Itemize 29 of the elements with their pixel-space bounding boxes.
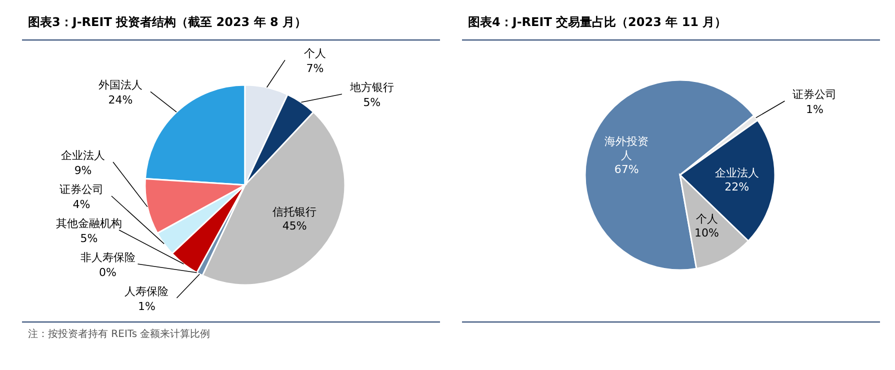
- data-label: 5%: [363, 96, 381, 110]
- category-label: 非人寿保险: [80, 251, 136, 264]
- slice-label: 其他金融机构: [56, 217, 122, 230]
- data-label: 10%: [694, 226, 719, 240]
- chart-title: 图表4：J-REIT 交易量占比（2023 年 11 月）: [468, 15, 727, 29]
- data-label: 4%: [72, 198, 90, 211]
- data-label: 9%: [74, 164, 92, 177]
- slice-label: 个人: [304, 47, 326, 60]
- data-label: 1%: [138, 300, 156, 313]
- text: 注：按投资者持有 REITs 金额来计算比例: [28, 328, 210, 340]
- data-label: 5%: [80, 232, 98, 245]
- data-label: 22%: [724, 180, 750, 194]
- slice-label: 海外投资人: [604, 134, 649, 162]
- chart-title: 图表3：J-REIT 投资者结构（截至 2023 年 8 月）: [28, 15, 307, 29]
- slice-label: 个人: [696, 212, 718, 226]
- data-label: 45%: [282, 220, 307, 233]
- slice-label: 证券公司: [792, 88, 837, 101]
- slice-label: 企业法人: [61, 149, 106, 162]
- data-label: 1%: [806, 102, 824, 116]
- slice-label: 地方银行: [348, 81, 394, 94]
- data-label: 24%: [108, 94, 133, 107]
- slice-label: 证券公司: [59, 183, 104, 196]
- text: 0%: [99, 266, 116, 279]
- slice-label: 信托银行: [272, 206, 317, 219]
- slice-label: 企业法人: [714, 166, 759, 180]
- slice-label: 人寿保险: [124, 285, 169, 298]
- slice-label: 外国法人: [98, 78, 142, 92]
- data-label: 7%: [306, 62, 324, 76]
- data-label: 67%: [614, 162, 639, 176]
